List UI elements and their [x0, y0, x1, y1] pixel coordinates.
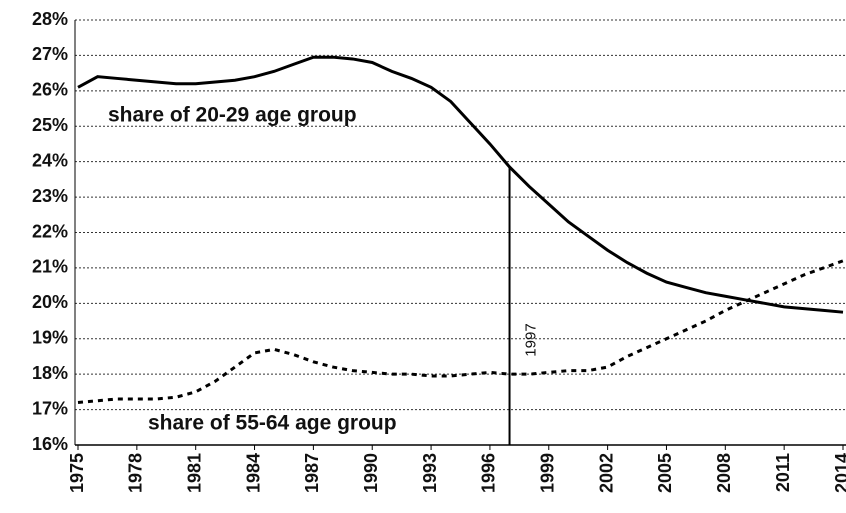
y-tick-label: 25% [32, 115, 68, 135]
series-label: share of 55-64 age group [148, 412, 397, 435]
x-tick-label: 1996 [479, 453, 499, 493]
line [77, 55, 844, 314]
x-tick-label: 1984 [243, 453, 263, 493]
y-tick-label: 19% [32, 328, 68, 348]
line [77, 259, 844, 404]
annotation-label: 1997 [523, 323, 540, 356]
x-tick-label: 2005 [655, 453, 675, 493]
y-tick-label: 28% [32, 9, 68, 29]
y-tick-label: 21% [32, 257, 68, 277]
y-tick-label: 20% [32, 292, 68, 312]
y-tick-label: 16% [32, 434, 68, 454]
x-tick-label: 1987 [302, 453, 322, 493]
y-tick-label: 26% [32, 80, 68, 100]
y-tick-label: 27% [32, 44, 68, 64]
x-tick-label: 2008 [714, 453, 734, 493]
x-tick-label: 1993 [420, 453, 440, 493]
y-tick-label: 24% [32, 150, 68, 170]
y-tick-label: 18% [32, 363, 68, 383]
x-tick-label: 1975 [67, 453, 87, 493]
series-label: share of 20-29 age group [108, 104, 357, 127]
x-tick-label: 1990 [361, 453, 381, 493]
x-tick-label: 2014 [832, 453, 846, 493]
x-tick-label: 2002 [596, 453, 616, 493]
x-tick-label: 1981 [184, 453, 204, 493]
x-tick-label: 2011 [773, 453, 793, 492]
x-tick-label: 1999 [538, 453, 558, 493]
y-tick-label: 22% [32, 221, 68, 241]
y-tick-label: 23% [32, 186, 68, 206]
y-tick-label: 17% [32, 398, 68, 418]
x-tick-label: 1978 [126, 453, 146, 493]
